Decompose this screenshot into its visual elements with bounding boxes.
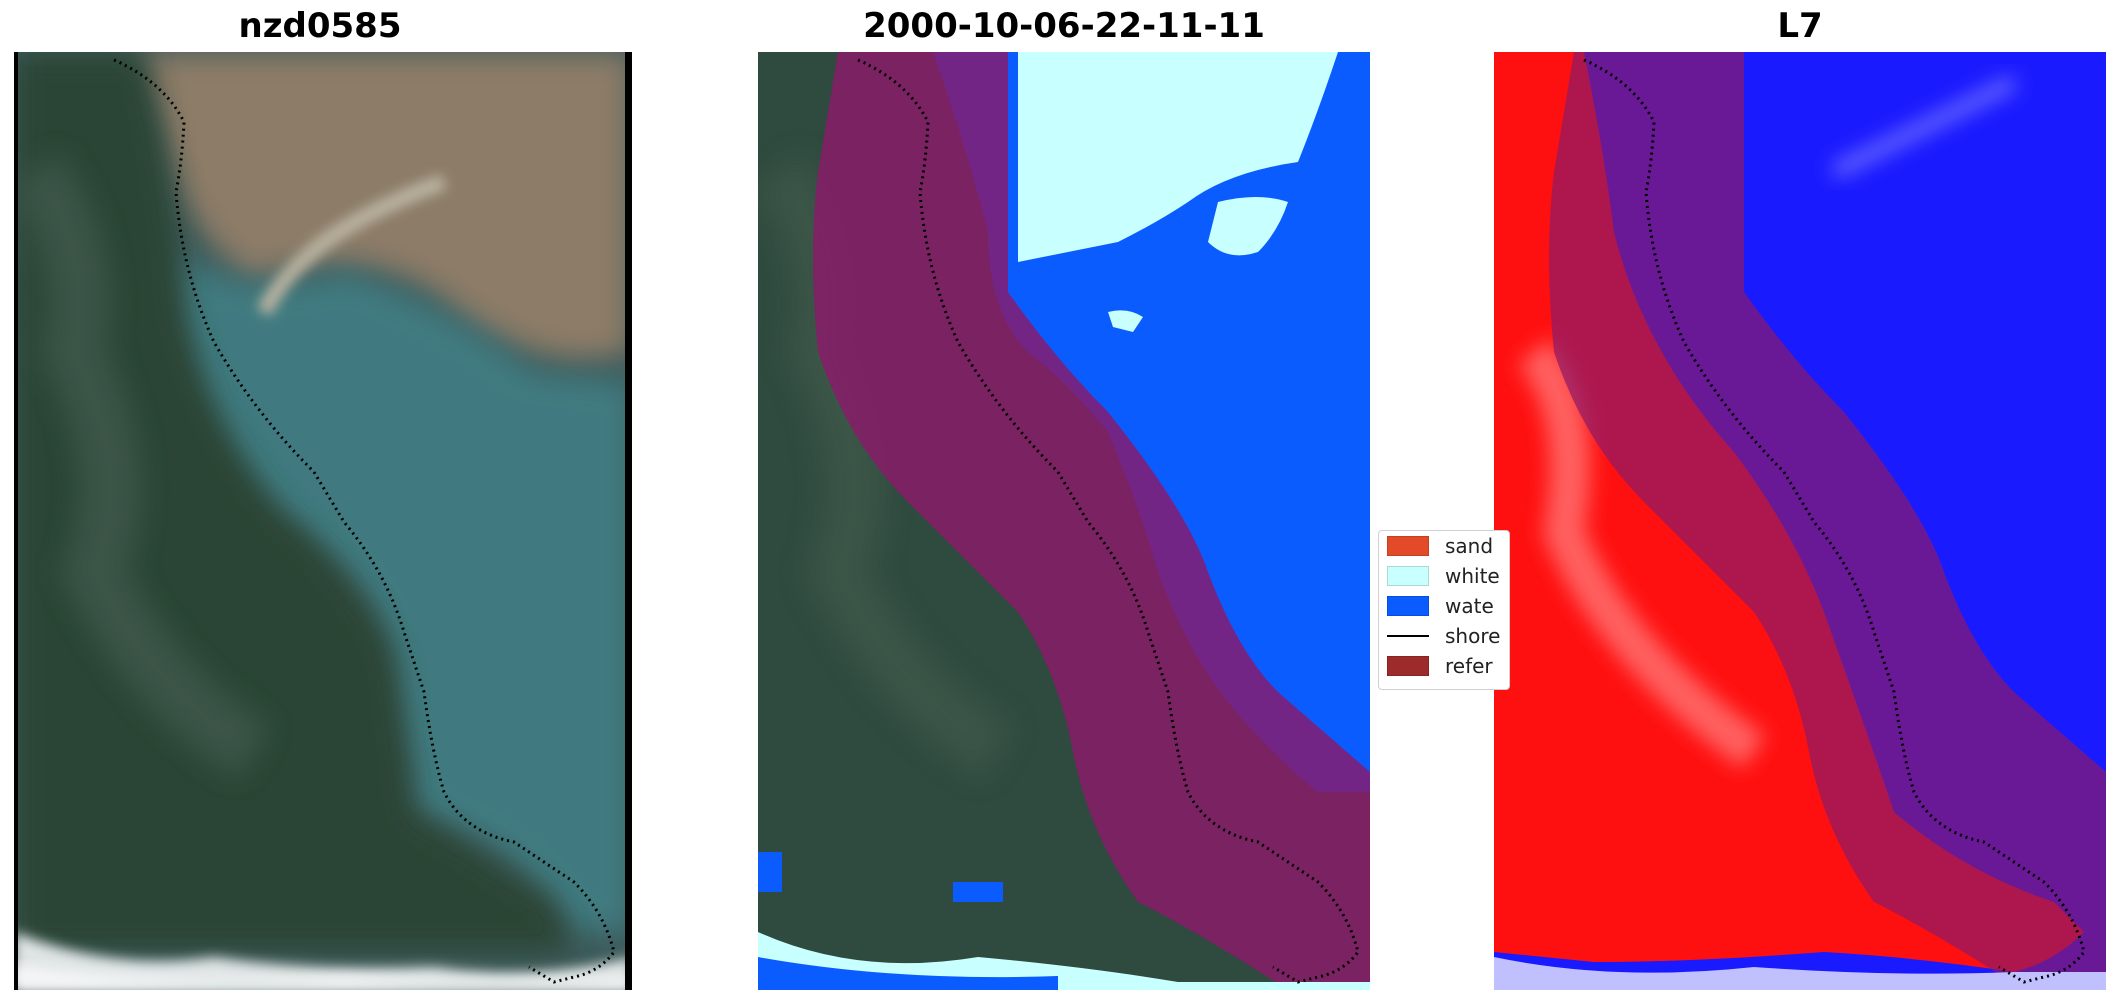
shoreline <box>857 58 1360 984</box>
rgb-image-panel <box>14 52 632 990</box>
classification-panel <box>758 52 1370 990</box>
legend-swatch-water <box>1387 596 1429 616</box>
legend-swatch-white <box>1387 566 1429 586</box>
legend-label-sand: sand <box>1445 534 1494 558</box>
panel-title-right: L7 <box>1777 6 1823 46</box>
shoreline <box>1583 58 2086 984</box>
legend-swatch-sand <box>1387 536 1429 556</box>
legend-item-water: wate <box>1387 591 1494 621</box>
legend-swatch-refer <box>1387 656 1429 676</box>
legend-item-sand: sand <box>1387 531 1493 561</box>
legend-label-refer: refer <box>1445 654 1493 678</box>
panel-title-left: nzd0585 <box>238 6 402 46</box>
legend: sand white wate shore refer <box>1378 530 1510 690</box>
legend-item-shore: shore <box>1387 621 1500 651</box>
legend-swatch-shore <box>1387 635 1429 637</box>
shoreline <box>113 58 616 984</box>
legend-label-white: white <box>1445 564 1500 588</box>
legend-label-shore: shore <box>1445 624 1501 648</box>
legend-label-water: wate <box>1445 594 1494 618</box>
legend-item-refer: refer <box>1387 651 1493 681</box>
panel-title-middle: 2000-10-06-22-11-11 <box>863 6 1265 46</box>
legend-item-white: white <box>1387 561 1500 591</box>
index-panel <box>1494 52 2106 990</box>
